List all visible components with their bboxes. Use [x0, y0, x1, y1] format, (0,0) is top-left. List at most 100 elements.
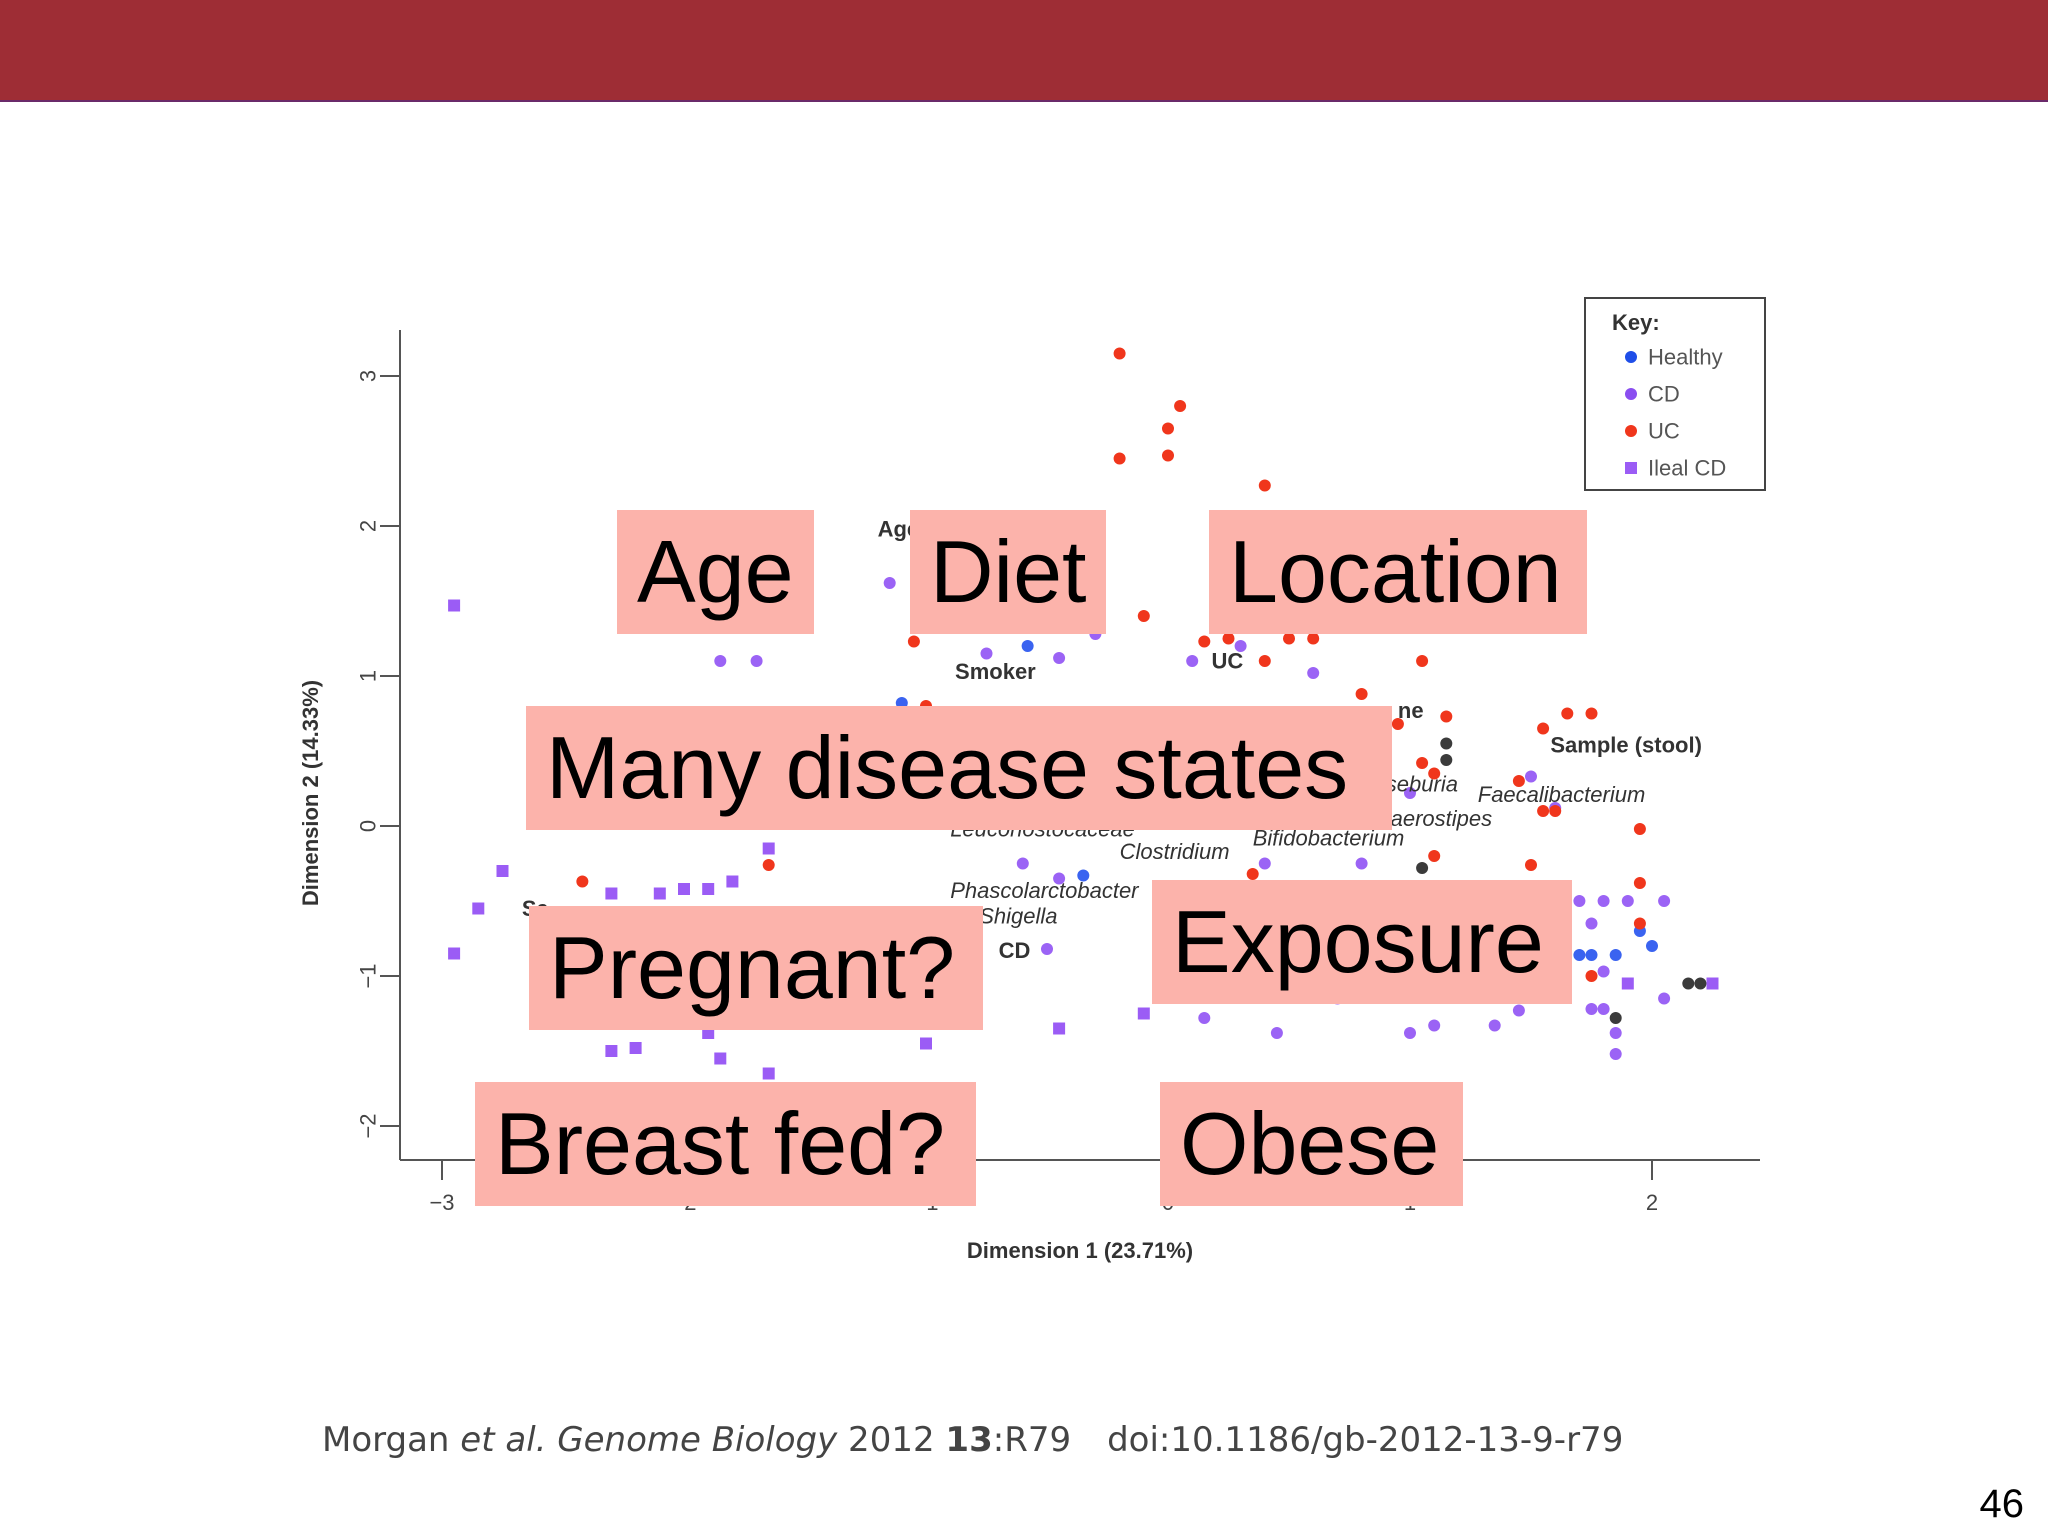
point-cd: [1186, 655, 1199, 667]
overlay-obese: Obese: [1160, 1082, 1463, 1206]
citation-article: :R79: [992, 1420, 1072, 1460]
point-cd: [1597, 895, 1610, 907]
point-cd: [1404, 787, 1416, 799]
citation-doi: doi:10.1186/gb-2012-13-9-r79: [1107, 1420, 1624, 1460]
citation-volume: 13: [945, 1420, 993, 1460]
point-healthy: [1573, 949, 1586, 961]
point-sample: [1682, 977, 1695, 990]
point-sample: [1440, 754, 1453, 766]
point-cd: [1585, 1003, 1598, 1015]
point-uc: [1416, 655, 1429, 667]
x-axis-label: Dimension 1 (23.71%): [967, 1238, 1193, 1263]
legend-marker: [1625, 351, 1637, 363]
point-uc: [1258, 655, 1271, 667]
point-cd: [1585, 917, 1598, 930]
point-cd: [1258, 857, 1271, 870]
point-ileal-cd: [605, 1045, 618, 1057]
point-ileal-cd: [702, 883, 715, 895]
overlay-age: Age: [617, 510, 814, 634]
legend-entry-label: UC: [1648, 419, 1680, 444]
point-cd: [1609, 1027, 1622, 1039]
citation: Morgan et al. Genome Biology 2012 13:R79…: [322, 1420, 1623, 1460]
point-cd: [1525, 770, 1537, 783]
point-ileal-cd: [714, 1052, 727, 1065]
point-cd: [1404, 1027, 1416, 1039]
point-ileal-cd: [1053, 1022, 1066, 1035]
point-cd: [1234, 640, 1247, 652]
y-tick-label: 3: [356, 370, 381, 382]
point-cd: [980, 647, 993, 660]
citation-etal: et al.: [460, 1420, 547, 1460]
point-cd: [1658, 992, 1671, 1005]
legend-box: [1584, 297, 1766, 491]
point-healthy: [1077, 869, 1090, 882]
point-cd: [1307, 667, 1320, 679]
x-tick-label: −3: [429, 1190, 454, 1215]
annotation-label: Clostridium: [1120, 839, 1230, 864]
point-ileal-cd: [726, 875, 739, 888]
legend-entry-label: CD: [1648, 382, 1680, 407]
overlay-exposure: Exposure: [1152, 880, 1572, 1004]
point-uc: [1561, 707, 1574, 720]
point-uc: [1246, 868, 1259, 880]
point-uc: [1137, 610, 1150, 622]
y-tick-label: −2: [356, 1113, 381, 1138]
point-uc: [1428, 850, 1441, 862]
legend-entry-label: Healthy: [1648, 345, 1723, 370]
point-ileal-cd: [762, 1067, 775, 1080]
point-cd: [750, 655, 763, 667]
point-uc: [1537, 722, 1550, 735]
y-tick-label: 0: [356, 820, 381, 832]
point-cd: [1597, 1003, 1610, 1015]
point-healthy: [1646, 940, 1658, 952]
point-uc: [1113, 347, 1126, 360]
citation-journal: Genome Biology: [546, 1420, 838, 1460]
y-tick-label: −1: [356, 963, 381, 988]
overlay-many-disease-states: Many disease states: [526, 706, 1392, 830]
annotation-label: seburia: [1386, 772, 1458, 797]
legend-marker: [1625, 388, 1637, 400]
y-tick-label: 2: [356, 520, 381, 532]
x-tick-label: 2: [1646, 1190, 1658, 1215]
point-ileal-cd: [472, 902, 485, 915]
point-uc: [1585, 970, 1598, 982]
point-cd: [714, 655, 727, 667]
point-uc: [1283, 632, 1295, 645]
point-uc: [1258, 479, 1271, 492]
point-ileal-cd: [448, 599, 461, 612]
y-tick-label: 1: [356, 670, 381, 682]
point-uc: [1391, 718, 1404, 730]
point-cd: [1488, 1019, 1501, 1032]
point-uc: [1416, 757, 1429, 769]
point-ileal-cd: [1621, 977, 1634, 990]
point-healthy: [1609, 949, 1622, 961]
y-axis-label: Dimension 2 (14.33%): [298, 680, 323, 906]
point-sample: [1416, 862, 1429, 874]
point-uc: [1537, 805, 1550, 817]
point-ileal-cd: [920, 1037, 932, 1050]
citation-year: 2012: [837, 1420, 946, 1460]
point-ileal-cd: [496, 865, 509, 877]
legend-marker: [1625, 462, 1637, 474]
point-ileal-cd: [629, 1042, 642, 1054]
annotation-label: Sample (stool): [1550, 733, 1702, 758]
legend-title: Key:: [1612, 310, 1660, 335]
overlay-diet: Diet: [910, 510, 1106, 634]
point-sample: [1440, 737, 1453, 750]
point-cd: [1053, 872, 1066, 885]
title-bar: [0, 0, 2048, 102]
point-uc: [1633, 823, 1646, 835]
annotation-label: aerostipes: [1391, 806, 1493, 831]
point-uc: [1633, 917, 1646, 930]
point-cd: [1198, 1012, 1211, 1024]
point-uc: [576, 875, 589, 888]
point-cd: [1621, 895, 1634, 907]
slide-number: 46: [1979, 1482, 2025, 1526]
legend-marker: [1625, 425, 1637, 437]
annotation-label: Faecalibacterium: [1478, 782, 1646, 807]
point-ileal-cd: [678, 883, 690, 895]
point-cd: [1355, 857, 1368, 870]
annotation-label: Smoker: [955, 659, 1036, 684]
point-uc: [762, 859, 775, 871]
point-sample: [1609, 1012, 1622, 1024]
